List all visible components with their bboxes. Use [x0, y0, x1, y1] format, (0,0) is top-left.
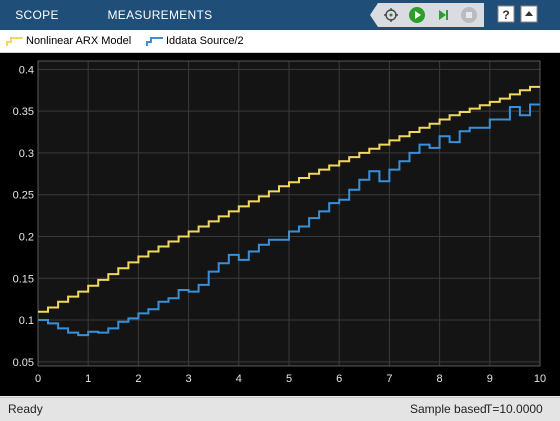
- run-icon[interactable]: [408, 6, 426, 24]
- y-tick-label: 0.05: [13, 357, 34, 369]
- legend-swatch-line: [6, 37, 23, 46]
- y-tick-label: 0.4: [19, 64, 34, 76]
- tab-scope[interactable]: SCOPE: [15, 8, 59, 22]
- legend-swatch-icon: [6, 37, 23, 46]
- pointer-icon[interactable]: [382, 6, 400, 24]
- x-tick-label: 0: [35, 373, 41, 385]
- simulation-controls: [370, 3, 484, 27]
- series-line: [38, 103, 540, 337]
- x-tick-label: 4: [236, 373, 242, 385]
- x-tick-label: 5: [286, 373, 292, 385]
- help-icon[interactable]: ?: [497, 5, 515, 23]
- collapse-icon[interactable]: [520, 5, 538, 23]
- x-tick-label: 2: [135, 373, 141, 385]
- x-tick-label: 10: [534, 373, 546, 385]
- x-tick-label: 7: [386, 373, 392, 385]
- svg-text:?: ?: [502, 8, 509, 22]
- status-bar: Ready Sample based T=10.0000: [0, 397, 560, 421]
- legend: Nonlinear ARX Model Iddata Source/2: [0, 30, 560, 53]
- legend-item-nonlinear-arx[interactable]: Nonlinear ARX Model: [6, 30, 166, 52]
- y-tick-label: 0.15: [13, 273, 34, 285]
- series-line: [38, 85, 540, 313]
- line-chart[interactable]: 0 1 2 3 4 5 6 7 8 9 10 0.05 0.1 0.15 0.2 0.25 0.3 0.35 0.4: [0, 53, 560, 396]
- step-forward-icon[interactable]: [434, 6, 452, 24]
- scope-plot-area[interactable]: 0 1 2 3 4 5 6 7 8 9 10 0.05 0.1 0.15 0.2 0.25 0.3 0.35 0.4: [0, 53, 560, 396]
- legend-item-iddata-source[interactable]: Iddata Source/2: [146, 30, 286, 52]
- plot-frame: [37, 60, 541, 367]
- stop-icon[interactable]: [460, 6, 478, 24]
- status-sim-time: T=10.0000: [485, 402, 543, 416]
- legend-label: Nonlinear ARX Model: [26, 35, 132, 47]
- legend-swatch-line: [146, 37, 163, 46]
- y-tick-label: 0.35: [13, 106, 34, 118]
- x-tick-label: 9: [487, 373, 493, 385]
- y-tick-label: 0.1: [19, 315, 34, 327]
- x-tick-label: 3: [186, 373, 192, 385]
- y-tick-label: 0.2: [19, 231, 34, 243]
- tab-measurements[interactable]: MEASUREMENTS: [107, 8, 213, 22]
- x-tick-label: 6: [336, 373, 342, 385]
- status-sample-mode: Sample based: [410, 402, 487, 416]
- x-tick-label: 1: [85, 373, 91, 385]
- status-ready: Ready: [8, 402, 43, 416]
- controls-background: [370, 3, 484, 27]
- legend-label: Iddata Source/2: [166, 35, 244, 47]
- y-tick-label: 0.3: [19, 148, 34, 160]
- legend-swatch-icon: [146, 37, 163, 46]
- y-tick-label: 0.25: [13, 190, 34, 202]
- x-tick-label: 8: [437, 373, 443, 385]
- scope-toolstrip: SCOPE MEASUREMENTS ?: [0, 0, 560, 30]
